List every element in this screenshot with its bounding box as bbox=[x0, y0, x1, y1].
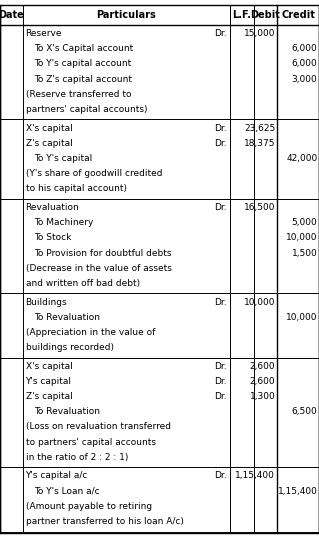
Text: 6,000: 6,000 bbox=[292, 59, 317, 68]
Text: 10,000: 10,000 bbox=[286, 313, 317, 322]
Text: (Decrease in the value of assets: (Decrease in the value of assets bbox=[26, 264, 171, 273]
Text: Dr.: Dr. bbox=[214, 139, 227, 148]
Text: partners' capital accounts): partners' capital accounts) bbox=[26, 105, 147, 114]
Text: Dr.: Dr. bbox=[214, 124, 227, 133]
Text: X's capital: X's capital bbox=[26, 362, 72, 371]
Text: 6,000: 6,000 bbox=[292, 44, 317, 53]
Text: To Y's capital account: To Y's capital account bbox=[34, 59, 132, 68]
Text: Y's capital: Y's capital bbox=[26, 377, 71, 386]
Text: to his capital account): to his capital account) bbox=[26, 185, 127, 193]
Text: 2,600: 2,600 bbox=[250, 377, 275, 386]
Text: (Reserve transferred to: (Reserve transferred to bbox=[26, 90, 131, 99]
Text: (Loss on revaluation transferred: (Loss on revaluation transferred bbox=[26, 422, 171, 431]
Text: Dr.: Dr. bbox=[214, 471, 227, 480]
Text: Date: Date bbox=[0, 10, 24, 20]
Text: and written off bad debt): and written off bad debt) bbox=[26, 279, 140, 288]
Text: to partners' capital accounts: to partners' capital accounts bbox=[26, 437, 156, 447]
Text: 6,500: 6,500 bbox=[292, 407, 317, 416]
Text: To Z's capital account: To Z's capital account bbox=[34, 75, 132, 83]
Text: Dr.: Dr. bbox=[214, 29, 227, 38]
Text: Reserve: Reserve bbox=[26, 29, 62, 38]
Text: 1,300: 1,300 bbox=[249, 392, 275, 401]
Text: Z's capital: Z's capital bbox=[26, 139, 72, 148]
Text: (Y's share of goodwill credited: (Y's share of goodwill credited bbox=[26, 169, 162, 178]
Text: To Revaluation: To Revaluation bbox=[34, 313, 100, 322]
Text: 3,000: 3,000 bbox=[292, 75, 317, 83]
Text: L.F.: L.F. bbox=[232, 10, 251, 20]
Text: partner transferred to his loan A/c): partner transferred to his loan A/c) bbox=[26, 517, 183, 526]
Text: Z's capital: Z's capital bbox=[26, 392, 72, 401]
Text: To Machinery: To Machinery bbox=[34, 218, 94, 227]
Text: To Revaluation: To Revaluation bbox=[34, 407, 100, 416]
Text: To Y's Loan a/c: To Y's Loan a/c bbox=[34, 487, 100, 495]
Text: X's capital: X's capital bbox=[26, 124, 72, 133]
Text: buildings recorded): buildings recorded) bbox=[26, 343, 114, 352]
Text: Particulars: Particulars bbox=[96, 10, 156, 20]
Text: 15,000: 15,000 bbox=[244, 29, 275, 38]
Text: Y's capital a/c: Y's capital a/c bbox=[26, 471, 88, 480]
Text: (Amount payable to retiring: (Amount payable to retiring bbox=[26, 502, 152, 511]
Text: 18,375: 18,375 bbox=[244, 139, 275, 148]
Text: 42,000: 42,000 bbox=[286, 154, 317, 163]
Text: Dr.: Dr. bbox=[214, 377, 227, 386]
Text: 2,600: 2,600 bbox=[250, 362, 275, 371]
Text: Revaluation: Revaluation bbox=[26, 203, 79, 212]
Text: in the ratio of 2 : 2 : 1): in the ratio of 2 : 2 : 1) bbox=[26, 453, 128, 462]
Text: Dr.: Dr. bbox=[214, 392, 227, 401]
Text: (Appreciation in the value of: (Appreciation in the value of bbox=[26, 328, 155, 337]
Text: Debit: Debit bbox=[250, 10, 280, 20]
Text: To Provision for doubtful debts: To Provision for doubtful debts bbox=[34, 249, 172, 258]
Text: 10,000: 10,000 bbox=[286, 233, 317, 242]
Text: To X's Capital account: To X's Capital account bbox=[34, 44, 134, 53]
Text: Dr.: Dr. bbox=[214, 203, 227, 212]
Text: 5,000: 5,000 bbox=[292, 218, 317, 227]
Text: 1,15,400: 1,15,400 bbox=[235, 471, 275, 480]
Text: To Y's capital: To Y's capital bbox=[34, 154, 93, 163]
Text: Buildings: Buildings bbox=[26, 298, 67, 307]
Text: 1,15,400: 1,15,400 bbox=[278, 487, 317, 495]
Text: 23,625: 23,625 bbox=[244, 124, 275, 133]
Text: Dr.: Dr. bbox=[214, 298, 227, 307]
Text: Credit: Credit bbox=[281, 10, 315, 20]
Text: 16,500: 16,500 bbox=[244, 203, 275, 212]
Text: 1,500: 1,500 bbox=[292, 249, 317, 258]
Text: Dr.: Dr. bbox=[214, 362, 227, 371]
Text: To Stock: To Stock bbox=[34, 233, 72, 242]
Text: 10,000: 10,000 bbox=[244, 298, 275, 307]
